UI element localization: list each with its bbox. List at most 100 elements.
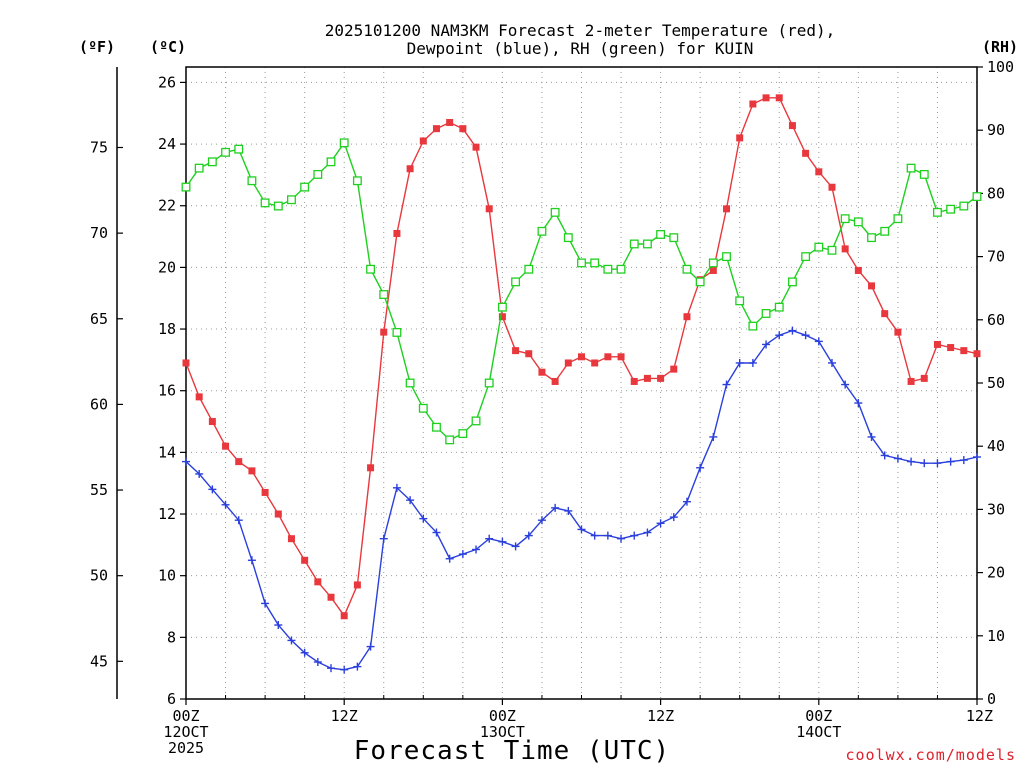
rh-point — [497, 302, 507, 312]
temperature-point — [775, 94, 783, 102]
temperature-point — [472, 143, 480, 151]
rh-tick-label: 0 — [987, 690, 996, 708]
temperature-point — [459, 125, 467, 133]
temperature-point — [327, 593, 335, 601]
temperature-point — [261, 488, 269, 496]
rh-point — [748, 321, 758, 331]
dewpoint-point — [379, 534, 388, 543]
dewpoint-point — [182, 457, 190, 466]
celsius-unit-label: (ºC) — [150, 38, 186, 56]
series-2-meter-temperature — [182, 94, 981, 620]
fahrenheit-tick-label: 70 — [90, 224, 108, 242]
dewpoint-point — [366, 642, 375, 651]
rh-point — [432, 422, 441, 432]
temperature-point — [525, 350, 533, 358]
dewpoint-point — [682, 497, 691, 506]
rh-point — [445, 435, 455, 445]
dewpoint-point — [247, 556, 256, 565]
fahrenheit-tick-label: 60 — [90, 395, 108, 413]
rh-point — [418, 403, 428, 413]
rh-point — [669, 233, 679, 243]
rh-point — [352, 176, 362, 186]
temperature-point — [920, 374, 928, 382]
rh-point — [590, 258, 600, 268]
rh-point — [603, 264, 613, 274]
dewpoint-point — [933, 459, 942, 468]
rh-point — [695, 277, 705, 287]
rh-point — [471, 416, 481, 426]
rh-point — [273, 201, 283, 211]
fahrenheit-tick-label: 75 — [90, 138, 108, 156]
x-tick-label: 12Z — [966, 707, 993, 725]
series-dewpoint — [182, 326, 981, 674]
celsius-tick-label: 10 — [158, 567, 176, 585]
temperature-point — [235, 458, 243, 466]
rh-point — [840, 214, 850, 224]
chart-title-line: Dewpoint (blue), RH (green) for KUIN — [407, 39, 754, 58]
gridlines — [186, 67, 977, 699]
rh-point — [867, 233, 876, 243]
data-series — [181, 94, 982, 674]
dewpoint-point — [208, 485, 217, 494]
temperature-point — [393, 229, 401, 237]
rh-point — [234, 144, 244, 154]
temperature-point — [670, 365, 678, 373]
temperature-point — [657, 374, 665, 382]
rh-point — [524, 264, 534, 274]
rh-point — [853, 217, 863, 227]
dewpoint-point — [524, 531, 533, 540]
dewpoint-point — [973, 452, 981, 461]
x-tick-label: 13OCT — [480, 723, 525, 741]
temperature-point — [960, 347, 968, 355]
temperature-point — [788, 122, 796, 130]
rh-point — [880, 226, 890, 236]
rh-point — [906, 163, 916, 173]
temperature-point — [340, 612, 348, 620]
rh-point — [247, 176, 257, 186]
rh-point — [577, 258, 586, 268]
rh-point — [366, 264, 376, 274]
celsius-tick-label: 12 — [158, 505, 176, 523]
dewpoint-point — [432, 528, 441, 537]
dewpoint-point — [313, 658, 322, 667]
rh-point — [221, 147, 230, 157]
rh-point — [616, 264, 626, 274]
chart-title-line: 2025101200 NAM3KM Forecast 2-meter Tempe… — [325, 21, 836, 40]
rh-point — [313, 169, 323, 179]
rh-point — [814, 242, 824, 252]
rh-point — [511, 277, 521, 287]
dewpoint-point — [577, 525, 586, 534]
temperature-point — [881, 310, 889, 318]
rh-point — [787, 277, 797, 287]
rh-point — [379, 290, 389, 299]
rh-point — [722, 252, 731, 262]
dewpoint-point — [656, 519, 665, 528]
dewpoint-point — [392, 483, 401, 492]
celsius-tick-label: 6 — [167, 690, 176, 708]
rh-tick-label: 90 — [987, 121, 1005, 139]
temperature-point — [564, 359, 572, 367]
temperature-point — [709, 266, 717, 274]
rh-point — [642, 239, 652, 249]
dewpoint-point — [617, 534, 626, 543]
rh-tick-label: 70 — [987, 248, 1005, 266]
rh-point — [933, 207, 942, 217]
temperature-point — [248, 467, 256, 475]
dewpoint-point — [445, 554, 454, 563]
temperature-point — [367, 464, 375, 472]
rh-tick-label: 30 — [987, 500, 1005, 518]
rh-point — [893, 214, 903, 224]
rh-point — [260, 198, 270, 208]
axes — [116, 66, 983, 705]
temperature-point — [907, 377, 915, 385]
dewpoint-point — [867, 432, 876, 441]
rh-tick-label: 60 — [987, 311, 1005, 329]
temperature-point — [683, 313, 691, 321]
dewpoint-point — [234, 516, 243, 525]
dewpoint-point — [762, 340, 771, 349]
temperature-point — [749, 100, 757, 108]
rh-point — [194, 163, 204, 173]
temperature-point — [512, 347, 520, 355]
rh-point — [735, 296, 745, 306]
